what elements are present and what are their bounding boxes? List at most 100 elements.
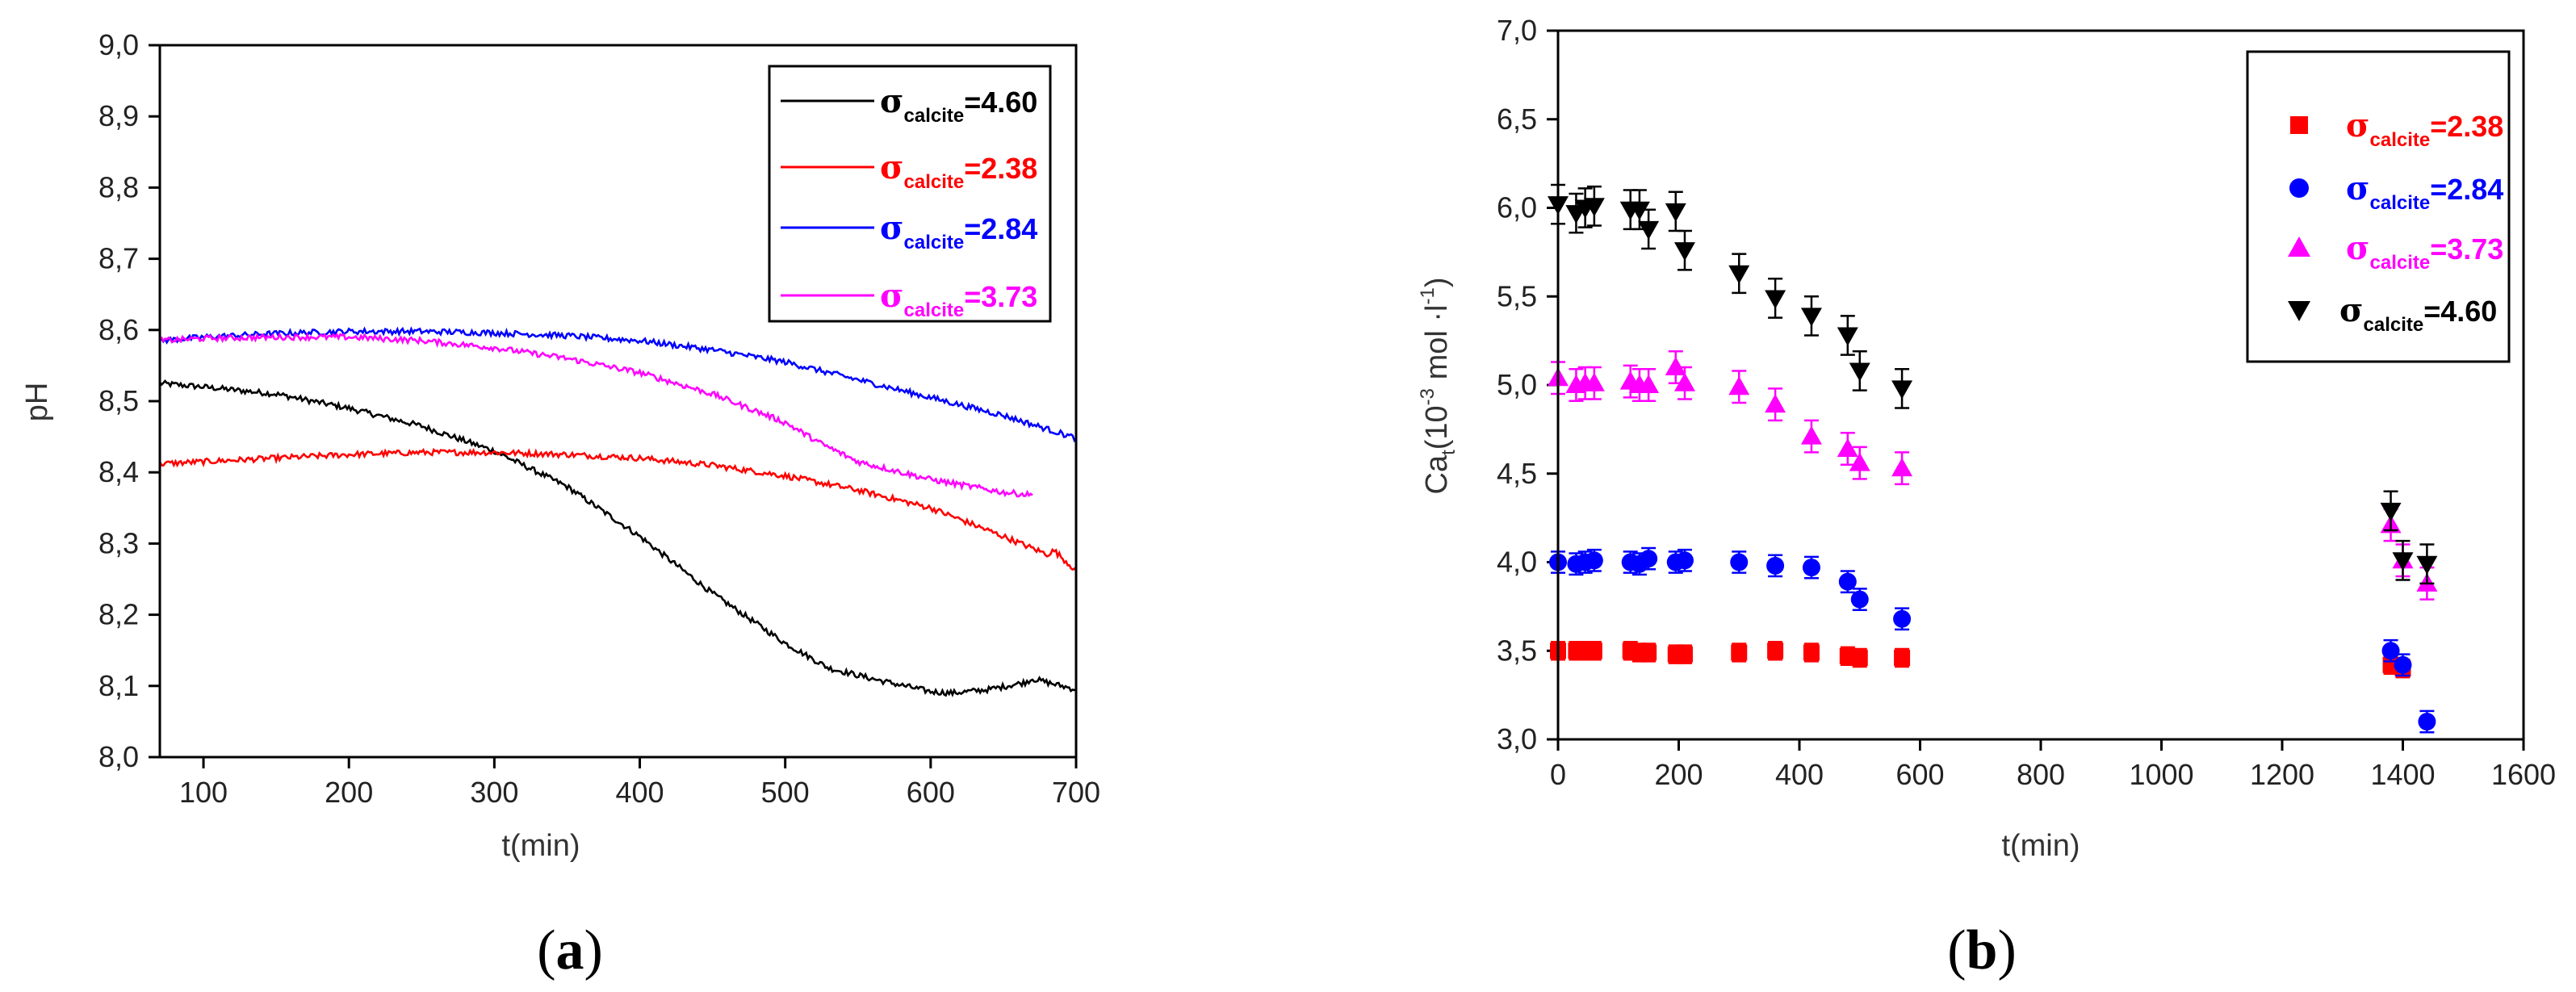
- chart-b-y-tick-label: 6,5: [1497, 103, 1537, 136]
- chart-b-legend-marker: [2288, 301, 2310, 321]
- chart-b-data-point: [2392, 552, 2414, 571]
- chart-b-y-tick-label: 5,0: [1497, 368, 1537, 401]
- chart-a: 100 200 300 400 500 600 700 8,0 8,1 8,2 8,3 8,4 8,5 8…: [20, 28, 1100, 982]
- chart-b-data-point: [1583, 372, 1605, 391]
- chart-b-data-point: [1837, 438, 1858, 458]
- chart-a-y-tick-label: 8,6: [98, 313, 139, 346]
- chart-b-data-point: [1676, 646, 1693, 663]
- chart-b-data-point: [1638, 220, 1660, 240]
- chart-b-x-tick-label: 0: [1550, 758, 1566, 791]
- chart-b-y-axis-label: Cat(10-3 mol ·l-1): [1417, 278, 1460, 495]
- chart-b-y-tick-label: 7,0: [1497, 14, 1537, 47]
- chart-b: 0 200 400 600 800 1000 1200 1400 1600 3,0 3,5 4,0 4,…: [1417, 14, 2556, 982]
- chart-b-legend-label: σcalcite=3.73: [2346, 229, 2503, 274]
- chart-b-y-tick-label: 5,5: [1497, 279, 1537, 312]
- chart-b-data-point: [1640, 550, 1658, 568]
- chart-a-y-axis-label: pH: [20, 383, 54, 422]
- chart-a-y-tick-label: 9,0: [98, 28, 139, 61]
- chart-b-data-point: [1800, 425, 1822, 445]
- chart-b-data-point: [2380, 502, 2402, 521]
- chart-b-x-tick-label: 600: [1895, 758, 1944, 791]
- chart-a-legend-label: σcalcite=2.38: [880, 149, 1037, 193]
- chart-b-x-tick-label: 200: [1654, 758, 1703, 791]
- chart-a-x-tick-label: 700: [1052, 776, 1100, 809]
- chart-b-data-point: [1585, 551, 1603, 570]
- chart-a-y-tick-label: 8,7: [98, 242, 139, 275]
- chart-b-data-point: [1728, 376, 1750, 396]
- chart-a-y-tick-label: 8,0: [98, 740, 139, 773]
- chart-a-legend-label: σcalcite=3.73: [880, 277, 1037, 321]
- chart-a-legend-label: σcalcite=4.60: [880, 82, 1037, 127]
- chart-a-x-tick-label: 300: [470, 776, 518, 809]
- chart-b-x-tick-label: 1600: [2491, 758, 2556, 791]
- chart-a-y-tick-label: 8,5: [98, 384, 139, 417]
- chart-b-data-point: [1673, 372, 1695, 391]
- chart-a-panel-label: (a): [537, 919, 603, 982]
- chart-b-data-point: [1803, 644, 1820, 661]
- chart-a-y-tick-label: 8,9: [98, 99, 139, 132]
- chart-b-x-axis-label: t(min): [2001, 829, 2080, 863]
- chart-b-data-point: [1731, 644, 1748, 661]
- chart-a-y-tick-label: 8,1: [98, 669, 139, 702]
- chart-b-data-point: [1730, 553, 1749, 571]
- chart-b-x-tick-label: 400: [1775, 758, 1824, 791]
- chart-a-legend: σcalcite=4.60 σcalcite=2.38 σcalcite=2.84 σ…: [768, 65, 1052, 323]
- chart-a-x-tick-label: 200: [325, 776, 373, 809]
- chart-b-legend-marker: [2290, 116, 2308, 134]
- chart-b-data-point: [1675, 551, 1694, 570]
- chart-b-x-tick-label: 1400: [2370, 758, 2435, 791]
- chart-b-data-point: [2394, 655, 2412, 674]
- chart-b-data-point: [1850, 590, 1869, 609]
- chart-b-x-tick-label: 800: [2017, 758, 2065, 791]
- chart-b-data-point: [1800, 308, 1822, 327]
- chart-b-data-point: [1894, 650, 1911, 667]
- chart-a-x-tick-label: 500: [761, 776, 810, 809]
- chart-b-legend-label: σcalcite=4.60: [2339, 291, 2497, 336]
- chart-b-plot-frame: [1556, 29, 2525, 741]
- chart-b-data-point: [1665, 203, 1686, 222]
- chart-b-legend-marker: [2289, 178, 2309, 198]
- chart-b-data-point: [1838, 572, 1857, 591]
- chart-a-series-line: [159, 379, 1077, 698]
- chart-a-series-line: [159, 326, 1078, 443]
- chart-b-data-point: [1766, 556, 1785, 575]
- chart-b-data-point: [1893, 609, 1912, 628]
- chart-b-data-point: [1891, 458, 1913, 477]
- chart-b-data-point: [1849, 362, 1870, 382]
- chart-a-legend-box: [768, 65, 1052, 323]
- chart-b-x-tick-label: 1000: [2129, 758, 2193, 791]
- chart-b-y-tick-label: 6,0: [1497, 191, 1537, 224]
- chart-b-data-point: [2418, 713, 2436, 731]
- chart-a-series-line: [159, 332, 1033, 498]
- chart-b-data-point: [1765, 290, 1786, 309]
- chart-b-data-point: [1849, 452, 1870, 471]
- chart-a-x-tick-label: 600: [907, 776, 955, 809]
- chart-b-data-point: [1851, 650, 1868, 667]
- chart-b-y-tick-label: 4,5: [1497, 457, 1537, 490]
- chart-a-y-tick-label: 8,8: [98, 170, 139, 203]
- chart-a-x-tick-label: 400: [615, 776, 664, 809]
- chart-b-data-point: [1891, 380, 1913, 400]
- chart-b-legend-marker: [2288, 236, 2310, 257]
- chart-b-data-point: [1802, 559, 1820, 577]
- chart-b-legend-label: σcalcite=2.38: [2346, 107, 2503, 151]
- chart-b-data-point: [2416, 555, 2438, 575]
- chart-a-series-line: [158, 447, 1077, 571]
- chart-b-data-point: [1765, 394, 1786, 413]
- chart-b-x-tick-label: 1200: [2250, 758, 2314, 791]
- chart-b-legend-box: [2246, 50, 2511, 363]
- chart-a-x-axis-label: t(min): [501, 829, 580, 863]
- chart-a-y-tick-label: 8,4: [98, 455, 139, 488]
- chart-b-y-tick-label: 3,0: [1497, 722, 1537, 756]
- chart-b-data-point: [1585, 642, 1602, 659]
- chart-a-legend-label: σcalcite=2.84: [880, 209, 1037, 253]
- chart-b-y-tick-label: 4,0: [1497, 546, 1537, 579]
- chart-a-y-tick-label: 8,2: [98, 598, 139, 631]
- chart-a-y-tick-label: 8,3: [98, 526, 139, 559]
- chart-b-data-point: [1673, 242, 1695, 262]
- chart-b-data-point: [1640, 644, 1657, 661]
- chart-b-data-point: [1638, 375, 1660, 393]
- chart-b-data-point: [1628, 201, 1650, 220]
- chart-a-plot-frame: [158, 44, 1078, 759]
